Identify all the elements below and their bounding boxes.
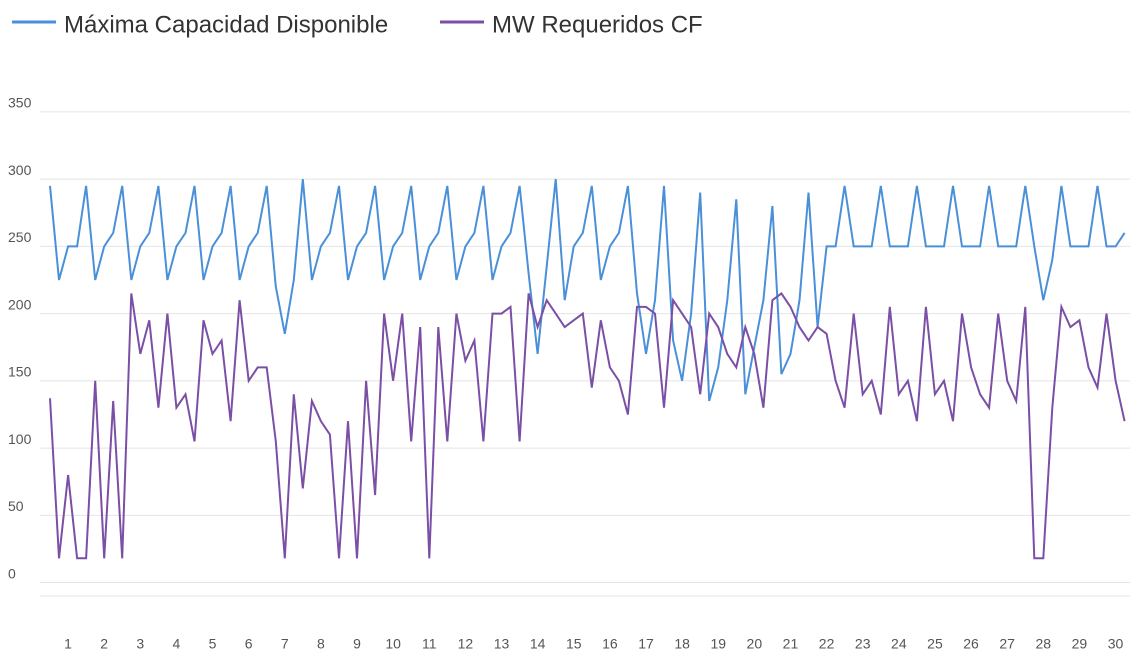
x-tick-label: 18 [674, 636, 690, 652]
x-tick-label: 28 [1036, 636, 1052, 652]
x-tick-label: 30 [1108, 636, 1124, 652]
x-tick-label: 9 [353, 636, 361, 652]
x-tick-label: 25 [927, 636, 943, 652]
x-tick-label: 4 [173, 636, 181, 652]
y-tick-label: 300 [8, 162, 32, 178]
legend-label: MW Requeridos CF [492, 11, 703, 38]
x-tick-label: 21 [783, 636, 799, 652]
x-tick-label: 1 [64, 636, 72, 652]
x-tick-label: 13 [494, 636, 510, 652]
series-line [49, 178, 1126, 402]
x-tick-label: 19 [710, 636, 726, 652]
x-tick-label: 14 [530, 636, 546, 652]
x-tick-label: 29 [1072, 636, 1088, 652]
x-tick-label: 8 [317, 636, 325, 652]
x-tick-label: 6 [245, 636, 253, 652]
x-tick-label: 5 [209, 636, 217, 652]
x-tick-label: 16 [602, 636, 618, 652]
x-tick-label: 20 [747, 636, 763, 652]
y-tick-label: 350 [8, 95, 32, 111]
x-tick-label: 12 [458, 636, 474, 652]
x-tick-label: 23 [855, 636, 871, 652]
y-tick-label: 100 [8, 431, 32, 447]
x-tick-label: 10 [385, 636, 401, 652]
x-tick-label: 26 [963, 636, 979, 652]
x-tick-label: 24 [891, 636, 907, 652]
x-tick-label: 22 [819, 636, 835, 652]
x-tick-label: 15 [566, 636, 582, 652]
y-tick-label: 200 [8, 296, 32, 312]
y-tick-label: 0 [8, 565, 16, 581]
x-tick-label: 7 [281, 636, 289, 652]
legend-label: Máxima Capacidad Disponible [64, 11, 388, 38]
x-tick-label: 3 [136, 636, 144, 652]
x-tick-label: 27 [999, 636, 1015, 652]
x-tick-label: 11 [422, 636, 437, 652]
y-tick-label: 150 [8, 364, 32, 380]
x-tick-label: 17 [638, 636, 654, 652]
y-tick-label: 250 [8, 229, 32, 245]
y-tick-label: 50 [8, 498, 24, 514]
series-line [49, 291, 1126, 560]
x-tick-label: 2 [100, 636, 108, 652]
